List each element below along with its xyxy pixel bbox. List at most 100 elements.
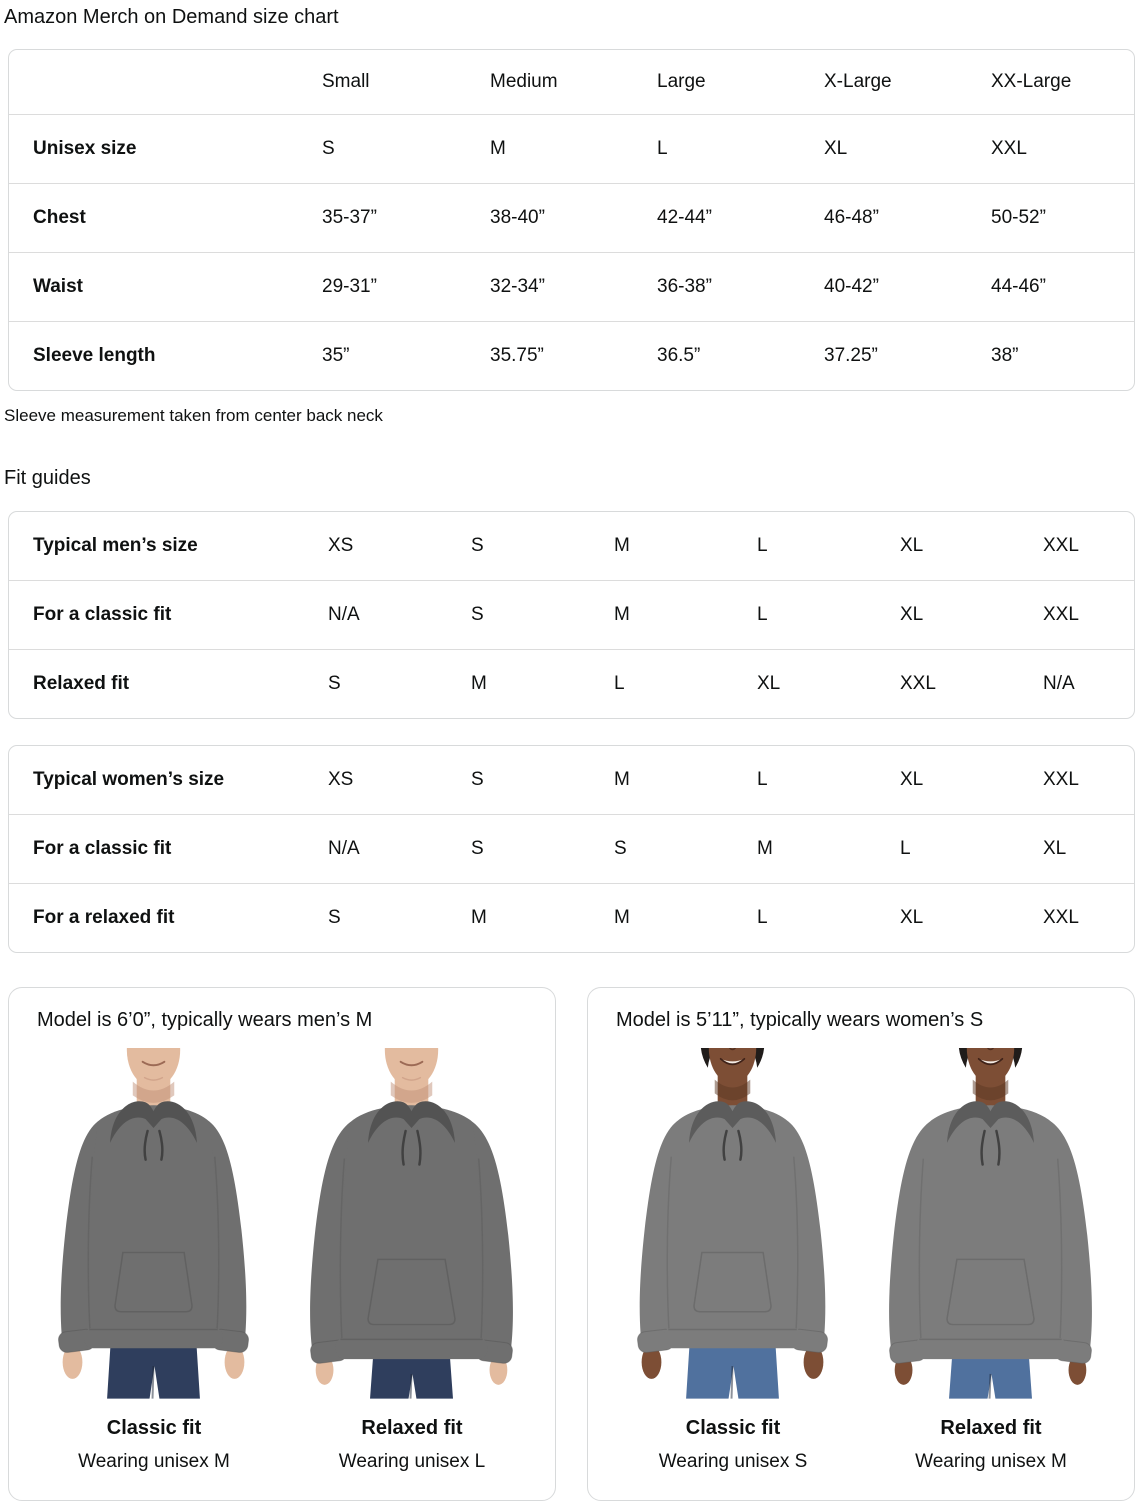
cell: L: [757, 907, 768, 928]
cell: 32-34”: [490, 276, 545, 297]
cell: M: [490, 138, 506, 159]
table-row-sleeve-length: Sleeve length 35” 35.75” 36.5” 37.25” 38…: [9, 321, 1134, 390]
page-title: Amazon Merch on Demand size chart: [4, 6, 339, 28]
cell: S: [328, 907, 341, 928]
cell: XL: [900, 769, 924, 790]
cell: M: [614, 907, 630, 928]
column-header-large: Large: [657, 71, 706, 92]
fit-caption: Classic fit: [685, 1416, 781, 1439]
cell: L: [757, 535, 768, 556]
row-label: Typical men’s size: [33, 535, 198, 556]
model-cards-row: Model is 6’0”, typically wears men’s M C…: [8, 987, 1135, 1501]
fit-caption: Classic fit: [106, 1416, 202, 1439]
cell: 44-46”: [991, 276, 1046, 297]
cell: XL: [757, 673, 781, 694]
cell: XXL: [1043, 535, 1079, 556]
cell: 36.5”: [657, 345, 701, 366]
cell: XS: [328, 769, 354, 790]
fit-caption: Relaxed fit: [940, 1416, 1042, 1439]
cell: L: [757, 604, 768, 625]
cell: 38-40”: [490, 207, 545, 228]
table-row-relaxed-fit: For a relaxed fit S M M L XL XXL: [9, 883, 1134, 952]
row-label: Relaxed fit: [33, 673, 130, 694]
cell: 35”: [322, 345, 350, 366]
table-row-unisex-size: Unisex size S M L XL XXL: [9, 114, 1134, 183]
table-row-chest: Chest 35-37” 38-40” 42-44” 46-48” 50-52”: [9, 183, 1134, 252]
row-label: Sleeve length: [33, 345, 156, 366]
wearing-caption: Wearing unisex S: [658, 1450, 808, 1472]
column-header-xlarge: X-Large: [824, 71, 892, 92]
male-model-classic-fit-photo: [56, 1048, 251, 1399]
table-row-classic-fit: For a classic fit N/A S M L XL XXL: [9, 580, 1134, 649]
cell: S: [322, 138, 335, 159]
table-row-typical-womens-size: Typical women’s size XS S M L XL XXL: [9, 746, 1134, 814]
cell: XS: [328, 535, 354, 556]
cell: 38”: [991, 345, 1019, 366]
cell: M: [471, 907, 487, 928]
model-card-title: Model is 6’0”, typically wears men’s M: [37, 1009, 373, 1031]
cell: XL: [824, 138, 848, 159]
cell: S: [471, 838, 484, 859]
cell: 29-31”: [322, 276, 377, 297]
cell: 35.75”: [490, 345, 544, 366]
model-card-title: Model is 5’11”, typically wears women’s …: [616, 1009, 984, 1031]
female-model-classic-fit-photo: [635, 1048, 830, 1399]
womens-fit-table: Typical women’s size XS S M L XL XXL For…: [8, 745, 1135, 953]
wearing-caption: Wearing unisex L: [338, 1450, 486, 1472]
cell: S: [328, 673, 341, 694]
cell: M: [614, 535, 630, 556]
cell: XXL: [1043, 907, 1079, 928]
table-row-classic-fit: For a classic fit N/A S S M L XL: [9, 814, 1134, 883]
wearing-caption: Wearing unisex M: [915, 1450, 1067, 1472]
row-label: For a relaxed fit: [33, 907, 175, 928]
cell: L: [657, 138, 668, 159]
cell: XXL: [1043, 769, 1079, 790]
female-model-relaxed-fit-photo: [887, 1048, 1094, 1399]
cell: L: [614, 673, 625, 694]
cell: XL: [900, 907, 924, 928]
fit-caption: Relaxed fit: [361, 1416, 463, 1439]
womens-model-card: Model is 5’11”, typically wears women’s …: [587, 987, 1135, 1501]
cell: M: [614, 769, 630, 790]
cell: XL: [900, 604, 924, 625]
row-label: For a classic fit: [33, 604, 172, 625]
cell: XL: [1043, 838, 1067, 859]
cell: N/A: [1043, 673, 1075, 694]
cell: L: [900, 838, 911, 859]
cell: N/A: [328, 838, 360, 859]
male-model-relaxed-fit-photo: [308, 1048, 515, 1399]
table-row-waist: Waist 29-31” 32-34” 36-38” 40-42” 44-46”: [9, 252, 1134, 321]
fit-guides-heading: Fit guides: [4, 467, 91, 489]
size-chart-table: Small Medium Large X-Large XX-Large Unis…: [8, 49, 1135, 391]
cell: S: [471, 769, 484, 790]
row-label: For a classic fit: [33, 838, 172, 859]
cell: 42-44”: [657, 207, 712, 228]
row-label: Waist: [33, 276, 83, 297]
model-figures: Classic fit Wearing unisex S Relaxed fit…: [612, 1048, 1112, 1474]
cell: XXL: [991, 138, 1027, 159]
table-row-typical-mens-size: Typical men’s size XS S M L XL XXL: [9, 512, 1134, 580]
model-figure-classic: Classic fit Wearing unisex M: [33, 1048, 275, 1474]
wearing-caption: Wearing unisex M: [78, 1450, 230, 1472]
cell: XL: [900, 535, 924, 556]
sleeve-measurement-note: Sleeve measurement taken from center bac…: [4, 406, 383, 425]
row-label: Unisex size: [33, 138, 137, 159]
column-header-small: Small: [322, 71, 370, 92]
model-figure-classic: Classic fit Wearing unisex S: [612, 1048, 854, 1474]
cell: XXL: [900, 673, 936, 694]
model-figure-relaxed: Relaxed fit Wearing unisex M: [870, 1048, 1112, 1474]
cell: XXL: [1043, 604, 1079, 625]
cell: S: [614, 838, 627, 859]
model-figure-relaxed: Relaxed fit Wearing unisex L: [291, 1048, 533, 1474]
cell: S: [471, 604, 484, 625]
cell: M: [757, 838, 773, 859]
column-header-xxlarge: XX-Large: [991, 71, 1072, 92]
cell: 35-37”: [322, 207, 377, 228]
column-header-medium: Medium: [490, 71, 558, 92]
model-figures: Classic fit Wearing unisex M Relaxed fit…: [33, 1048, 533, 1474]
mens-fit-table: Typical men’s size XS S M L XL XXL For a…: [8, 511, 1135, 719]
cell: M: [614, 604, 630, 625]
table-header-row: Small Medium Large X-Large XX-Large: [9, 50, 1134, 114]
cell: 36-38”: [657, 276, 712, 297]
row-label: Chest: [33, 207, 86, 228]
